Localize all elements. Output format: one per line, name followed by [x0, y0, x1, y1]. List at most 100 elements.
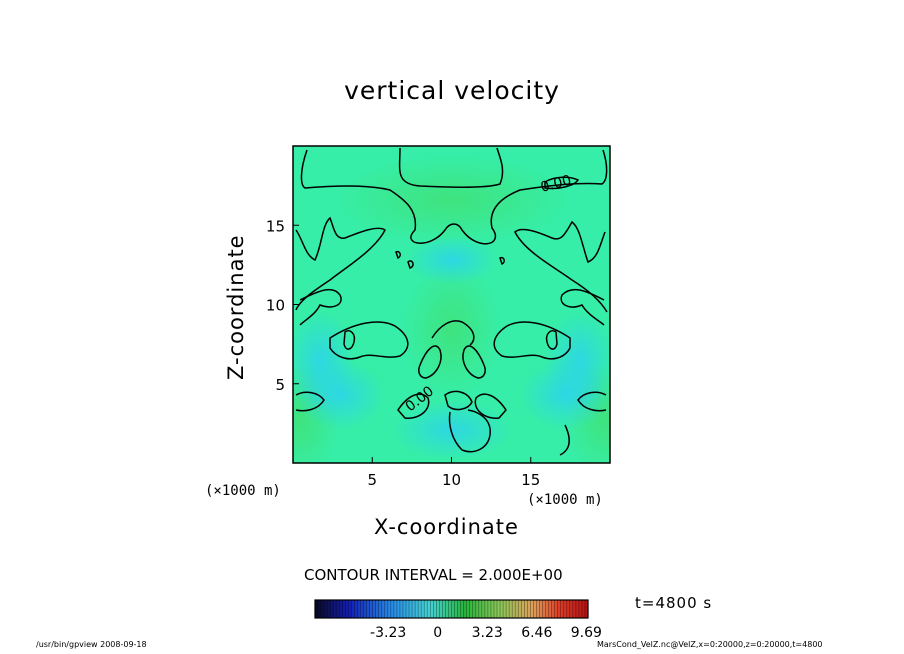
colorbar-segment: [472, 600, 477, 618]
colorbar-segment: [475, 600, 480, 618]
colorbar-segment: [396, 600, 401, 618]
colorbar-segment: [421, 600, 425, 618]
colorbar-tick-label: 9.69: [571, 625, 602, 641]
colorbar-segment: [524, 600, 528, 618]
colorbar-segment: [493, 600, 498, 618]
x-tick-label: 10: [442, 471, 461, 489]
colorbar-segment: [460, 600, 465, 618]
x-tick-label: 5: [367, 471, 377, 489]
colorbar-segment: [430, 600, 434, 618]
colorbar-segment: [521, 600, 525, 618]
colorbar-segment: [393, 600, 398, 618]
footer-file-info: MarsCond_VelZ.nc@VelZ,x=0:20000,z=0:2000…: [597, 640, 823, 649]
colorbar-segment: [333, 600, 337, 618]
colorbar-segment: [557, 600, 562, 618]
colorbar-segment: [451, 600, 456, 618]
colorbar-segment: [500, 600, 504, 618]
colorbar-segment: [454, 600, 459, 618]
x-tick-label: 15: [521, 471, 540, 489]
colorbar-segment: [381, 600, 386, 618]
colorbar-segment: [360, 600, 365, 618]
colorbar-segment: [545, 600, 550, 618]
colorbar-segment: [378, 600, 383, 618]
colorbar-segment: [375, 600, 380, 618]
colorbar-segment: [512, 600, 516, 618]
colorbar-tick-label: 3.23: [472, 625, 503, 641]
colorbar-segment: [336, 600, 340, 618]
colorbar-segment: [533, 600, 537, 618]
colorbar-segment: [384, 600, 389, 618]
x-axis-unit: (×1000 m): [527, 492, 603, 508]
colorbar-segment: [466, 600, 471, 618]
colorbar-segment: [409, 600, 413, 618]
colorbar-segment: [515, 600, 519, 618]
colorbar-segment: [578, 600, 583, 618]
colorbar-segment: [387, 600, 392, 618]
colorbar-segment: [363, 600, 368, 618]
colorbar-segment: [548, 600, 553, 618]
colorbar-segment: [433, 600, 437, 618]
colorbar-segment: [369, 600, 374, 618]
colorbar-segment: [372, 600, 377, 618]
y-tick-label: 5: [275, 376, 285, 394]
colorbar-segment: [399, 600, 404, 618]
x-axis-label: X-coordinate: [374, 515, 519, 539]
contour-label: 0.00: [539, 172, 573, 196]
colorbar-segment: [536, 600, 540, 618]
colorbar-segment: [481, 600, 486, 618]
colorbar-segment: [469, 600, 474, 618]
contour-lines: [295, 147, 608, 456]
colorbar-tick-label: -3.23: [370, 625, 406, 641]
colorbar-segment: [484, 600, 489, 618]
colorbar-segment: [424, 600, 428, 618]
colorbar-segment: [436, 600, 440, 618]
colorbar-segment: [348, 600, 352, 618]
colorbar-segment: [497, 600, 501, 618]
field-shading: [293, 155, 610, 463]
z-axis-unit: (×1000 m): [205, 483, 281, 499]
axis-tick-labels: 5 10 15 5 10 15: [266, 217, 540, 489]
colorbar-segment: [315, 600, 319, 618]
colorbar-segment: [560, 600, 565, 618]
colorbar-segment: [439, 600, 443, 618]
colorbar-segment: [506, 600, 510, 618]
colorbar-segment: [442, 600, 446, 618]
colorbar-segment: [412, 600, 416, 618]
colorbar-segment: [490, 600, 495, 618]
colorbar-segment: [318, 600, 322, 618]
colorbar-segment: [390, 600, 395, 618]
colorbar-segment: [584, 600, 589, 618]
y-tick-label: 15: [266, 217, 285, 235]
colorbar-segment: [487, 600, 492, 618]
colorbar-segment: [402, 600, 407, 618]
colorbar-segment: [478, 600, 483, 618]
colorbar-segment: [575, 600, 580, 618]
colorbar-segment: [324, 600, 328, 618]
colorbar-segment: [509, 600, 513, 618]
colorbar-segment: [345, 600, 349, 618]
colorbar-segment: [503, 600, 507, 618]
colorbar-tick-label: 6.46: [521, 625, 552, 641]
colorbar-segment: [551, 600, 556, 618]
colorbar-segment: [330, 600, 334, 618]
colorbar-segment: [357, 600, 361, 618]
colorbar-segment: [539, 600, 543, 618]
colorbar-segment: [327, 600, 331, 618]
colorbar-segment: [366, 600, 371, 618]
colorbar-segment: [427, 600, 431, 618]
colorbar-segment: [354, 600, 358, 618]
colorbar-segment: [321, 600, 325, 618]
colorbar-segment: [572, 600, 577, 618]
colorbar-segment: [463, 600, 468, 618]
colorbar-frame: [314, 599, 589, 619]
colorbar-segment: [406, 600, 410, 618]
colorbar-segment: [569, 600, 574, 618]
footer-program-info: /usr/bin/gpview 2008-09-18: [36, 640, 147, 649]
y-tick-label: 10: [266, 297, 285, 315]
colorbar-segment: [339, 600, 343, 618]
colorbar-segment: [445, 600, 449, 618]
colorbar-segment: [448, 600, 452, 618]
colorbar-segment: [554, 600, 559, 618]
